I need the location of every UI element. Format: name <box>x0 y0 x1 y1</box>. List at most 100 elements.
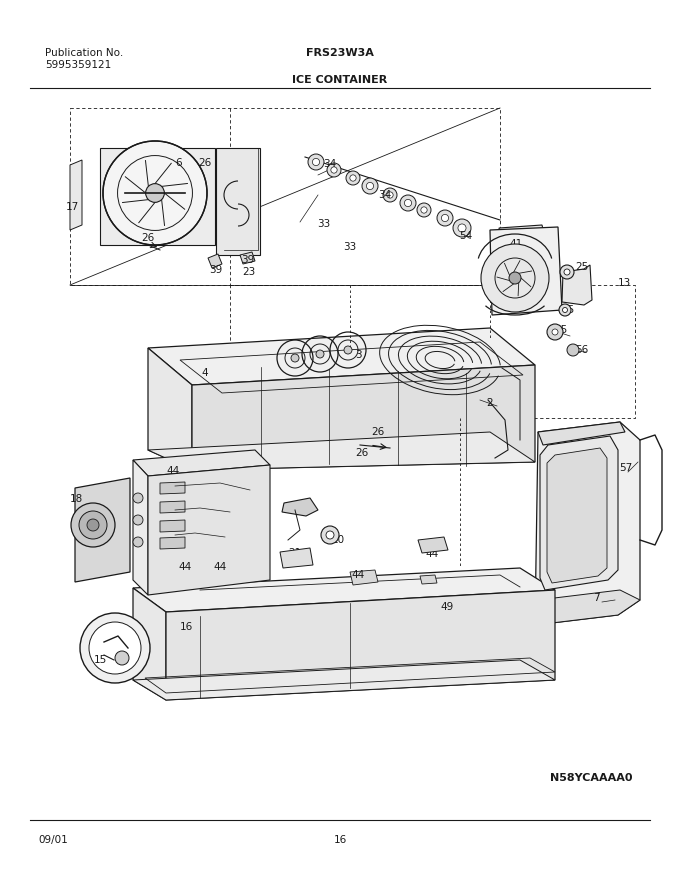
Text: 5995359121: 5995359121 <box>45 60 112 70</box>
Circle shape <box>133 537 143 547</box>
Circle shape <box>80 613 150 683</box>
Polygon shape <box>538 422 625 445</box>
Polygon shape <box>148 432 535 470</box>
Text: N58YCAAAA0: N58YCAAAA0 <box>550 773 632 783</box>
Text: 33: 33 <box>343 242 356 252</box>
Polygon shape <box>535 590 640 625</box>
Polygon shape <box>148 465 270 595</box>
Circle shape <box>564 269 570 275</box>
Circle shape <box>71 503 115 547</box>
Text: 57: 57 <box>619 463 632 473</box>
Circle shape <box>362 178 378 194</box>
Polygon shape <box>160 520 185 532</box>
Circle shape <box>115 651 129 665</box>
Text: 4: 4 <box>202 368 208 378</box>
Text: 44: 44 <box>352 570 364 580</box>
Text: 26: 26 <box>141 233 154 243</box>
Text: 41: 41 <box>509 239 523 249</box>
Text: 10: 10 <box>331 535 345 545</box>
Text: ICE CONTAINER: ICE CONTAINER <box>292 75 388 85</box>
Polygon shape <box>240 252 255 264</box>
Text: 44: 44 <box>178 562 192 572</box>
Text: 23: 23 <box>242 267 256 277</box>
Text: 49: 49 <box>441 602 454 612</box>
Text: 26: 26 <box>199 158 211 168</box>
Polygon shape <box>133 660 555 700</box>
Polygon shape <box>420 575 437 584</box>
Circle shape <box>458 224 466 232</box>
Circle shape <box>509 272 521 284</box>
Text: FRS23W3A: FRS23W3A <box>306 48 374 58</box>
Circle shape <box>344 346 352 354</box>
Circle shape <box>367 182 373 190</box>
Circle shape <box>441 214 449 221</box>
Polygon shape <box>166 590 555 700</box>
Text: 3: 3 <box>355 350 361 360</box>
Polygon shape <box>70 160 82 230</box>
Circle shape <box>133 493 143 503</box>
Text: 56: 56 <box>575 345 589 355</box>
Circle shape <box>346 171 360 185</box>
Text: 34: 34 <box>324 159 337 169</box>
Text: 21: 21 <box>288 548 302 558</box>
Circle shape <box>453 219 471 237</box>
Circle shape <box>327 163 341 177</box>
Circle shape <box>567 344 579 356</box>
Polygon shape <box>133 450 270 476</box>
Text: 26: 26 <box>356 448 369 458</box>
Circle shape <box>400 195 416 211</box>
Text: 20: 20 <box>95 522 109 532</box>
Text: 39: 39 <box>241 255 254 265</box>
Text: 34: 34 <box>378 190 392 200</box>
Text: 17: 17 <box>65 202 79 212</box>
Text: 18: 18 <box>69 494 83 504</box>
Polygon shape <box>160 482 185 494</box>
Circle shape <box>559 304 571 316</box>
Circle shape <box>417 203 431 217</box>
Text: 55: 55 <box>554 325 568 335</box>
Circle shape <box>437 210 453 226</box>
Circle shape <box>560 265 574 279</box>
Text: 7: 7 <box>593 593 599 603</box>
Polygon shape <box>216 148 260 255</box>
Text: 16: 16 <box>333 835 347 845</box>
Text: 39: 39 <box>209 265 222 275</box>
Polygon shape <box>535 422 640 625</box>
Text: 44: 44 <box>214 562 226 572</box>
Circle shape <box>383 188 397 202</box>
Polygon shape <box>282 498 318 516</box>
Polygon shape <box>148 348 192 470</box>
Circle shape <box>316 350 324 358</box>
Circle shape <box>79 511 107 539</box>
Polygon shape <box>133 460 148 595</box>
Polygon shape <box>160 537 185 549</box>
Polygon shape <box>418 537 448 553</box>
Circle shape <box>547 324 563 340</box>
Text: 2: 2 <box>487 398 493 408</box>
Text: 25: 25 <box>575 262 589 272</box>
Polygon shape <box>540 436 618 590</box>
Circle shape <box>421 206 427 213</box>
Text: 44: 44 <box>426 549 439 559</box>
Circle shape <box>562 307 568 313</box>
Circle shape <box>312 159 320 165</box>
Text: 51: 51 <box>291 505 305 515</box>
Text: 54: 54 <box>460 231 473 241</box>
Text: 33: 33 <box>318 219 330 229</box>
Text: 13: 13 <box>617 278 630 288</box>
Polygon shape <box>100 148 215 245</box>
Polygon shape <box>490 227 562 315</box>
Text: 16: 16 <box>180 622 192 632</box>
Text: 6: 6 <box>175 158 182 168</box>
Text: 09/01: 09/01 <box>38 835 68 845</box>
Circle shape <box>326 531 334 539</box>
Circle shape <box>350 175 356 181</box>
Polygon shape <box>499 225 548 255</box>
Text: 25: 25 <box>562 305 575 315</box>
Circle shape <box>133 515 143 525</box>
Circle shape <box>308 154 324 170</box>
Text: 26: 26 <box>371 427 385 437</box>
Polygon shape <box>547 448 607 583</box>
Polygon shape <box>280 548 313 568</box>
Circle shape <box>321 526 339 544</box>
